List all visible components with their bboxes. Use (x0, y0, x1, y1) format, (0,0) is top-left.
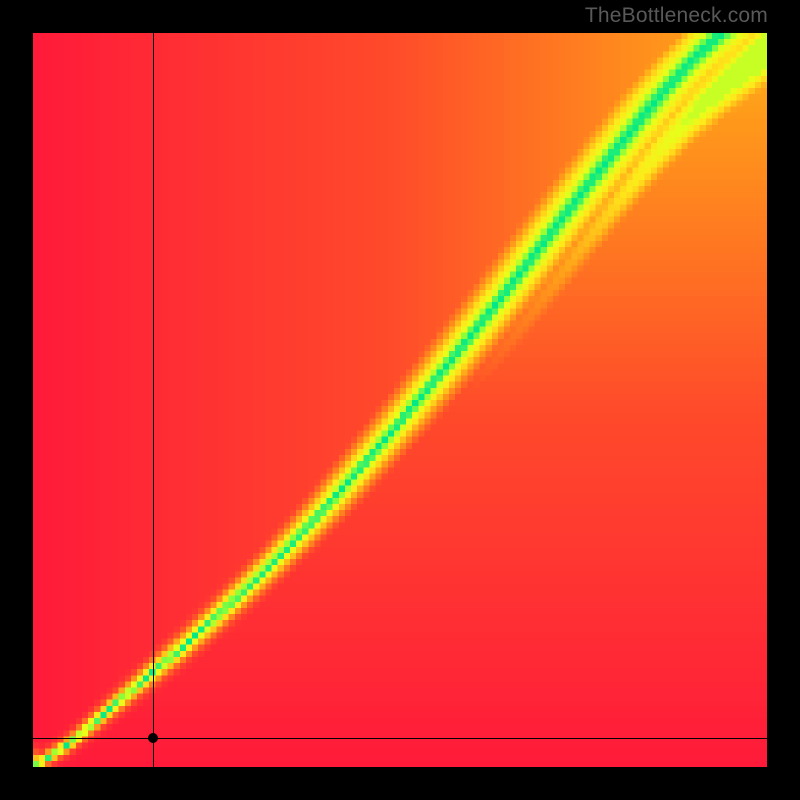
crosshair-marker (148, 733, 158, 743)
bottleneck-heatmap (33, 33, 767, 767)
crosshair-horizontal (33, 738, 767, 739)
crosshair-vertical (153, 33, 154, 767)
watermark-text: TheBottleneck.com (585, 4, 768, 28)
